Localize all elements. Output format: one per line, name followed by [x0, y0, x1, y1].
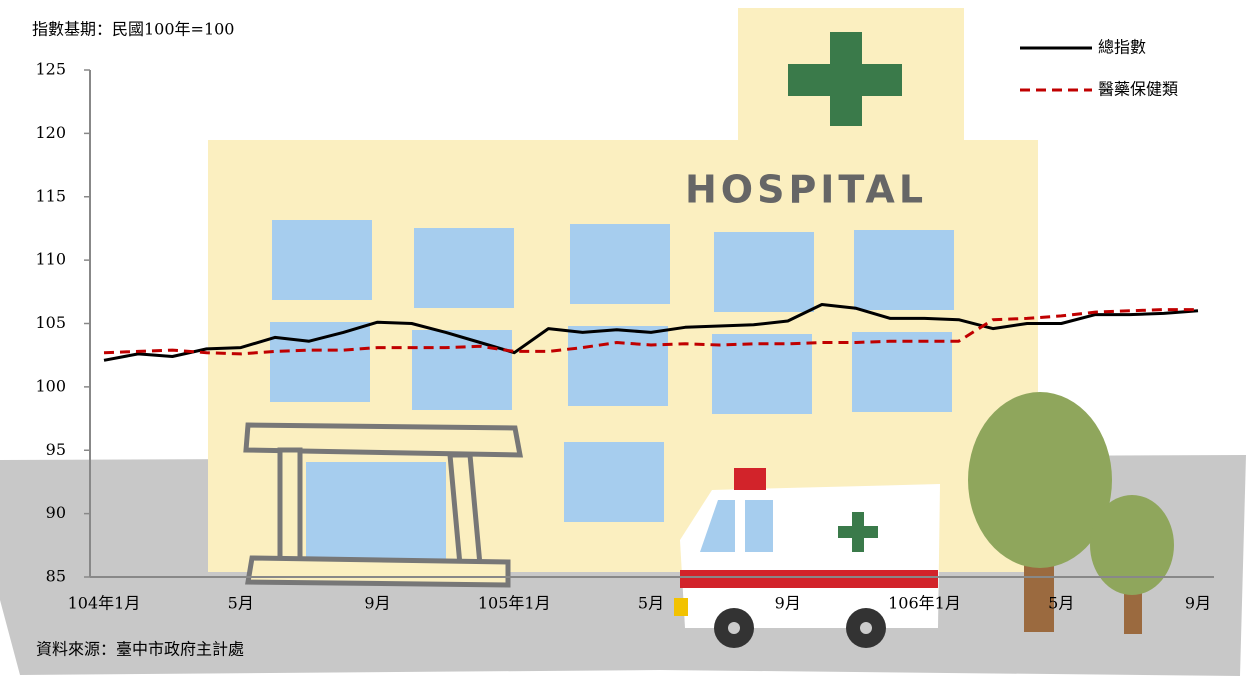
y-tick-label: 90	[46, 503, 66, 522]
chart-title: 指數基期：民國100年=100	[32, 20, 235, 39]
y-tick-label: 100	[35, 376, 66, 395]
ambulance	[674, 468, 940, 648]
y-tick-label: 125	[35, 60, 66, 79]
x-tick-label: 9月	[1185, 594, 1211, 613]
hospital-sign: HOSPITAL	[685, 168, 927, 212]
trees	[968, 392, 1174, 634]
entrance	[243, 422, 524, 588]
y-tick-label: 105	[35, 313, 66, 332]
x-tick-label: 5月	[228, 594, 254, 613]
x-tick-label: 9月	[364, 594, 390, 613]
x-tick-label: 5月	[1048, 594, 1074, 613]
y-tick-label: 85	[46, 567, 66, 586]
series-line	[103, 303, 1199, 362]
legend-label: 總指數	[1098, 38, 1146, 57]
y-tick-label: 115	[35, 186, 66, 205]
x-tick-label: 9月	[775, 594, 801, 613]
x-tick-label: 106年1月	[888, 594, 961, 613]
series-line	[103, 308, 1198, 356]
y-tick-label: 110	[35, 250, 66, 269]
x-tick-label: 104年1月	[68, 594, 141, 613]
legend-label: 醫藥保健類	[1098, 80, 1178, 99]
y-tick-label: 120	[35, 123, 66, 142]
cross	[788, 32, 902, 126]
y-tick-label: 95	[46, 440, 66, 459]
background-illustration: HOSPITAL	[0, 8, 1246, 676]
x-tick-label: 105年1月	[478, 594, 551, 613]
windows	[270, 220, 954, 562]
source-note: 資料來源：臺中市政府主計處	[36, 640, 244, 659]
x-tick-label: 5月	[638, 594, 664, 613]
